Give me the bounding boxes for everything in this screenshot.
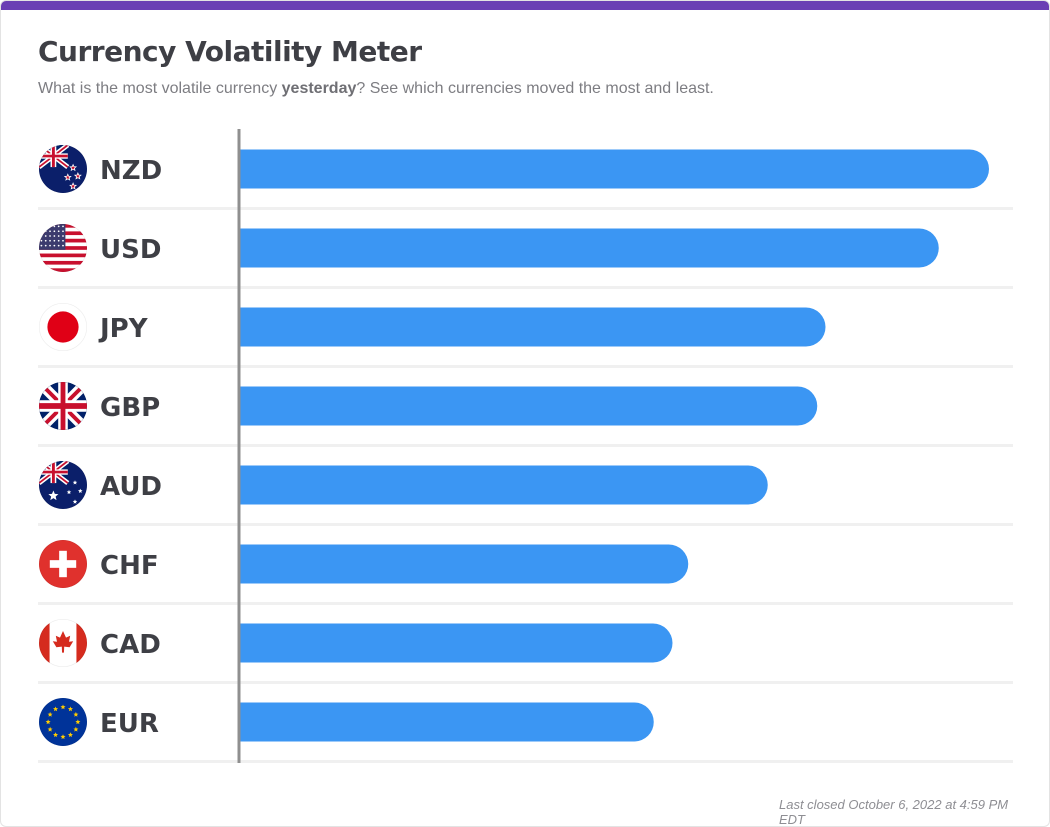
row-separator [38, 286, 1013, 289]
ca-flag-icon [38, 618, 88, 667]
row-separator [38, 681, 1013, 684]
currency-row: EUR [38, 697, 1013, 763]
row-separator [38, 523, 1013, 526]
row-separator [38, 602, 1013, 605]
currency-label: EUR [100, 709, 159, 739]
currency-label: USD [100, 235, 161, 265]
volatility-bar [239, 702, 654, 742]
page-title: Currency Volatility Meter [38, 35, 422, 68]
currency-label: CHF [100, 551, 159, 581]
row-separator [38, 444, 1013, 447]
subtitle-text-before: What is the most volatile currency [38, 80, 282, 97]
subtitle-text-after: ? See which currencies moved the most an… [356, 80, 714, 97]
row-separator [38, 207, 1013, 210]
row-separator [38, 365, 1013, 368]
currency-label: AUD [100, 472, 162, 502]
currency-row: CAD [38, 618, 1013, 684]
page-subtitle: What is the most volatile currency yeste… [38, 80, 714, 98]
currency-label: GBP [100, 393, 160, 423]
currency-row: JPY [38, 302, 1013, 368]
volatility-bar [239, 228, 939, 268]
jp-flag-icon [38, 302, 88, 351]
currency-row: CHF [38, 539, 1013, 605]
currency-label: NZD [100, 156, 162, 186]
volatility-bar [239, 465, 768, 505]
volatility-bar [239, 544, 689, 584]
currency-row: GBP [38, 381, 1013, 447]
volatility-bar [239, 386, 818, 426]
accent-bar [1, 1, 1049, 10]
volatility-bar-chart: NZD USD JPY GBP AUD CHF CAD EUR [38, 129, 1013, 763]
row-separator [38, 760, 1013, 763]
ch-flag-icon [38, 539, 88, 588]
nz-flag-icon [38, 145, 88, 194]
currency-row: NZD [38, 145, 1013, 210]
us-flag-icon [38, 224, 88, 273]
currency-row: USD [38, 224, 1013, 289]
volatility-bar [239, 623, 673, 663]
au-flag-icon [38, 460, 88, 509]
eu-flag-icon [38, 697, 88, 746]
volatility-bar [239, 149, 989, 189]
gb-flag-icon [38, 381, 88, 430]
last-closed-note: Last closed October 6, 2022 at 4:59 PM E… [779, 797, 1009, 827]
currency-row: AUD [38, 460, 1013, 526]
subtitle-emphasis: yesterday [281, 80, 357, 97]
currency-label: JPY [98, 314, 149, 344]
volatility-bar [239, 307, 826, 347]
currency-label: CAD [100, 630, 161, 660]
